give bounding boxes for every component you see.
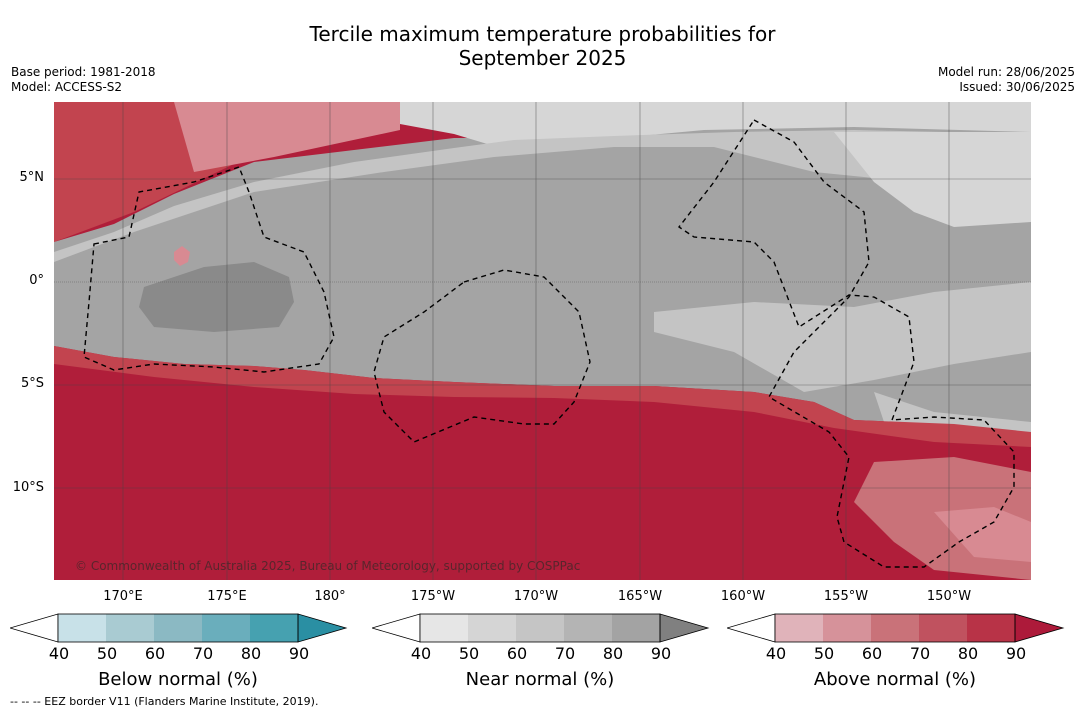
cb1-seg-1 xyxy=(420,614,468,642)
map-title-line2: September 2025 xyxy=(458,46,627,70)
lon-label-170w: 170°W xyxy=(513,589,559,604)
copyright-notice: © Commonwealth of Australia 2025, Bureau… xyxy=(75,559,581,573)
cb0-tick-60: 60 xyxy=(144,644,166,663)
cb1-tick-40: 40 xyxy=(410,644,432,663)
above-normal-southeast-lighter xyxy=(934,507,1031,562)
model-run: Model run: 28/06/2025 xyxy=(937,65,1075,79)
cb2-tick-60: 60 xyxy=(861,644,883,663)
cb0-seg-3 xyxy=(154,614,202,642)
cb2-seg-high xyxy=(1014,613,1065,643)
near-normal-light-east xyxy=(834,132,1031,227)
cb1-seg-5 xyxy=(612,614,660,642)
cb1-tick-60: 60 xyxy=(506,644,528,663)
lon-label-170e: 170°E xyxy=(103,589,143,604)
cb1-seg-low xyxy=(372,613,421,643)
cb2-seg-low xyxy=(727,613,776,643)
colorbar-below-normal-bar xyxy=(10,613,348,643)
cb2-tick-80: 80 xyxy=(957,644,979,663)
cb2-tick-50: 50 xyxy=(813,644,835,663)
cb2-seg-5 xyxy=(967,614,1015,642)
cb0-tick-70: 70 xyxy=(192,644,214,663)
colorbar-near-normal-bar xyxy=(372,613,710,643)
probability-map xyxy=(54,102,1031,580)
near-normal-mid-east xyxy=(654,282,1031,392)
cb1-seg-2 xyxy=(468,614,516,642)
lon-label-180: 180° xyxy=(314,589,346,604)
base-period: Base period: 1981-2018 xyxy=(11,65,156,79)
cb2-title: Above normal (%) xyxy=(813,669,977,690)
cb0-tick-50: 50 xyxy=(96,644,118,663)
cb1-seg-high xyxy=(659,613,710,643)
issued-date: Issued: 30/06/2025 xyxy=(959,80,1075,94)
eez-borders xyxy=(83,119,1015,568)
cb2-seg-1 xyxy=(775,614,823,642)
map-title-line1: Tercile maximum temperature probabilitie… xyxy=(309,22,776,46)
cb0-title: Below normal (%) xyxy=(98,669,258,690)
cb0-seg-high xyxy=(297,613,348,643)
cb0-tick-90: 90 xyxy=(288,644,310,663)
lon-label-165w: 165°W xyxy=(617,589,663,604)
cb0-tick-40: 40 xyxy=(48,644,70,663)
near-normal-darkest-patch xyxy=(139,262,294,332)
cb2-seg-4 xyxy=(919,614,967,642)
cb1-tick-90: 90 xyxy=(650,644,672,663)
cb1-seg-3 xyxy=(516,614,564,642)
eez-footnote: -- -- -- EEZ border V11 (Flanders Marine… xyxy=(10,695,319,708)
lat-label-10s: 10°S xyxy=(12,480,44,495)
cb2-tick-70: 70 xyxy=(909,644,931,663)
above-normal-north-light xyxy=(174,102,400,172)
cb2-seg-3 xyxy=(871,614,919,642)
cb2-tick-90: 90 xyxy=(1005,644,1027,663)
colorbar-above-normal-bar xyxy=(727,613,1065,643)
lon-label-175e: 175°E xyxy=(207,589,247,604)
lon-label-160w: 160°W xyxy=(720,589,766,604)
cb0-seg-1 xyxy=(58,614,106,642)
cb1-tick-80: 80 xyxy=(602,644,624,663)
above-normal-south-transition xyxy=(54,346,1031,447)
cb0-seg-low xyxy=(10,613,59,643)
lat-label-0: 0° xyxy=(29,273,44,288)
cb1-title: Near normal (%) xyxy=(465,669,615,690)
cb0-seg-4 xyxy=(202,614,250,642)
lon-label-150w: 150°W xyxy=(926,589,972,604)
cb1-tick-50: 50 xyxy=(458,644,480,663)
cb0-tick-80: 80 xyxy=(240,644,262,663)
lon-label-155w: 155°W xyxy=(823,589,869,604)
near-normal-mid-north xyxy=(54,130,1031,262)
above-normal-spot xyxy=(174,246,190,266)
lat-label-5n: 5°N xyxy=(19,170,45,185)
cb0-seg-5 xyxy=(250,614,298,642)
cb1-tick-70: 70 xyxy=(554,644,576,663)
lat-label-5s: 5°S xyxy=(20,376,44,391)
model-name: Model: ACCESS-S2 xyxy=(11,80,123,94)
cb2-tick-40: 40 xyxy=(765,644,787,663)
cb0-seg-2 xyxy=(106,614,154,642)
cb1-seg-4 xyxy=(564,614,612,642)
cb2-seg-2 xyxy=(823,614,871,642)
graticule xyxy=(54,102,1031,580)
lon-label-175w: 175°W xyxy=(410,589,456,604)
